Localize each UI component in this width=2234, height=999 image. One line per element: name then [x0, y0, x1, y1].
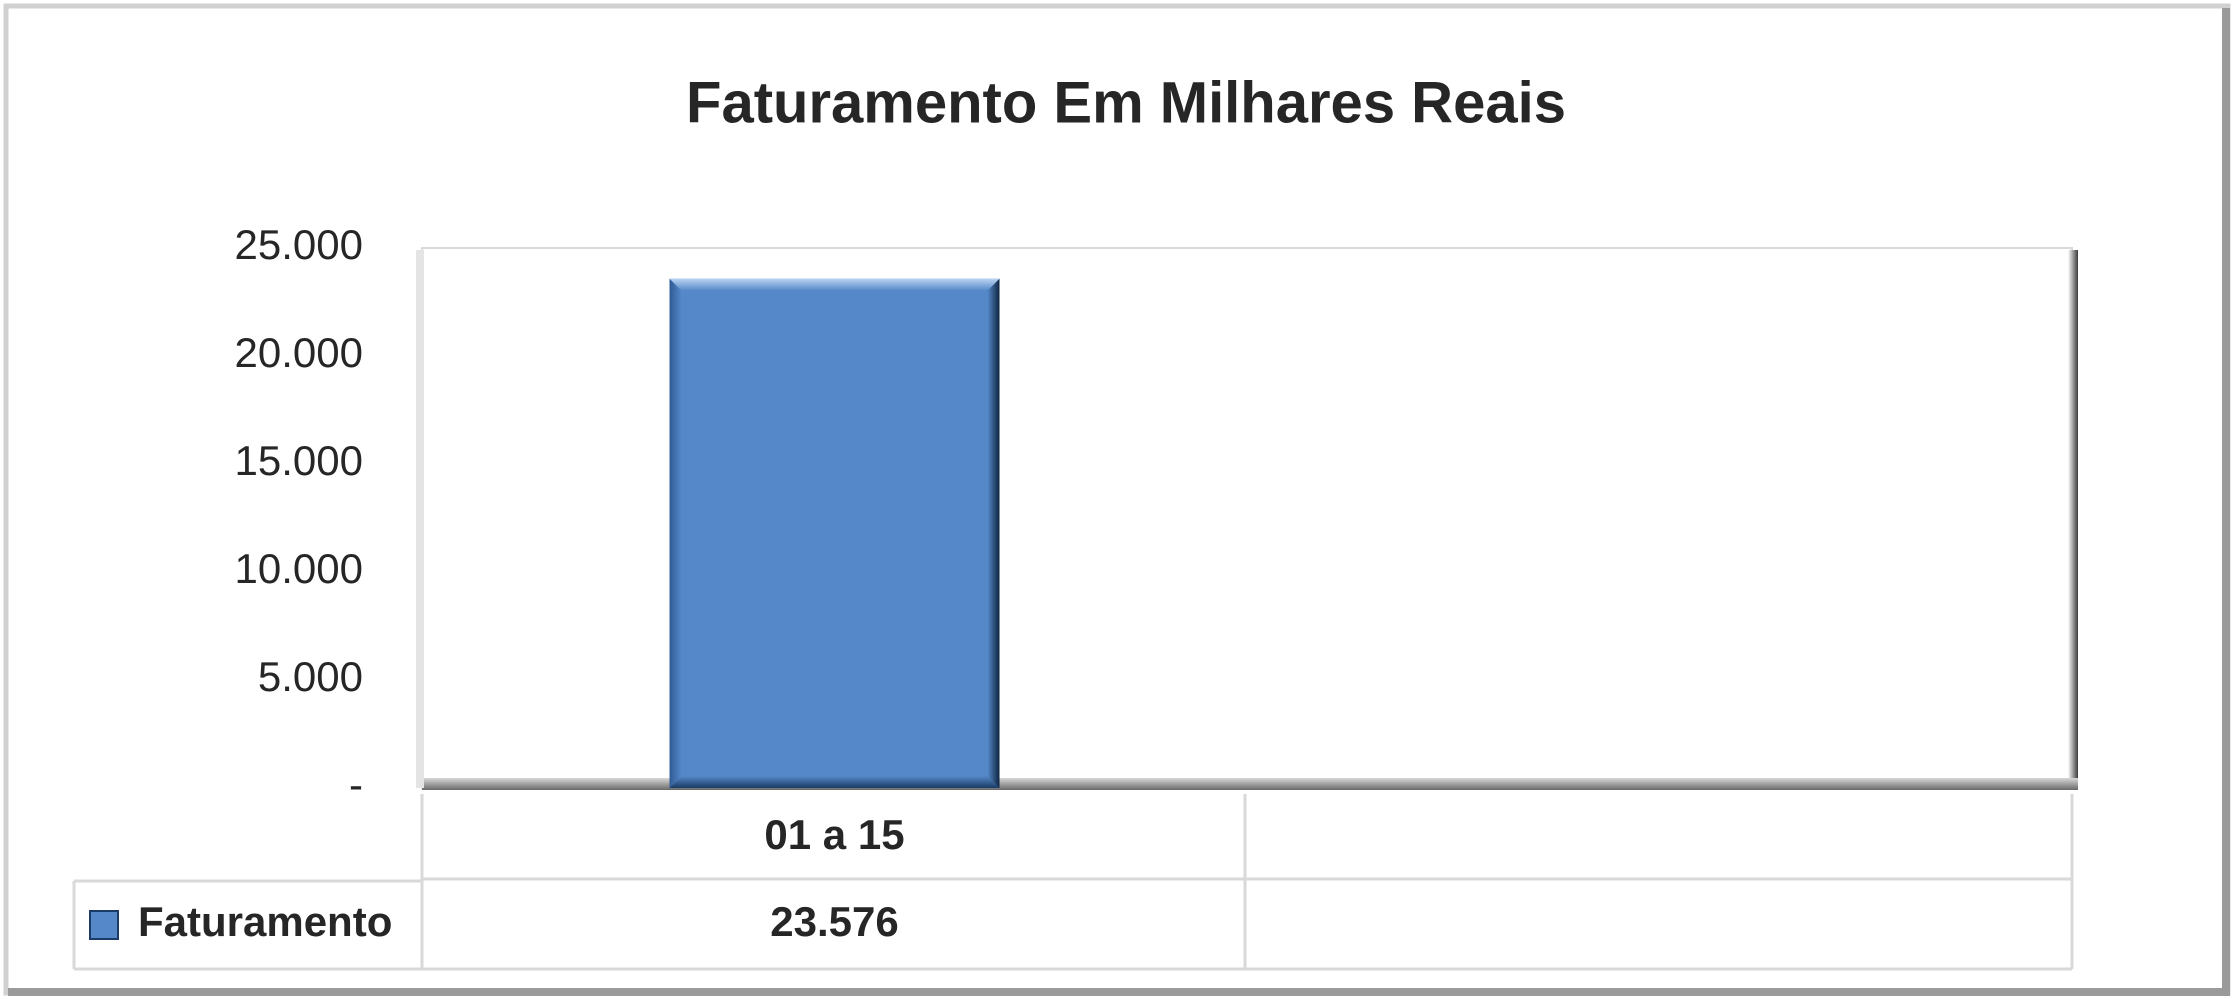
- wall-side: [2068, 250, 2078, 788]
- bar-bevel: [987, 278, 1000, 788]
- y-tick-label: 25.000: [235, 221, 363, 268]
- y-tick-label: 10.000: [235, 545, 363, 592]
- legend-key: [89, 910, 119, 940]
- y-tick-label: 15.000: [235, 437, 363, 484]
- bar-bevel: [669, 278, 1000, 291]
- frame-shadow: [2222, 8, 2230, 994]
- bar-bevel: [669, 278, 682, 788]
- wall-edge: [416, 250, 424, 788]
- bar: [669, 278, 1000, 788]
- data-table: [72, 794, 2074, 971]
- y-tick-label: -: [349, 761, 363, 808]
- x-tick-label: 01 a 15: [764, 811, 904, 858]
- chart-title: Faturamento Em Milhares Reais: [686, 70, 1566, 135]
- plot-area: [416, 247, 2078, 790]
- bar-bevel: [669, 776, 1000, 788]
- data-table-value: 23.576: [770, 898, 898, 945]
- frame-shadow: [8, 988, 2230, 996]
- legend-label: Faturamento: [138, 898, 392, 945]
- y-tick-label: 20.000: [235, 329, 363, 376]
- y-tick-label: 5.000: [258, 653, 363, 700]
